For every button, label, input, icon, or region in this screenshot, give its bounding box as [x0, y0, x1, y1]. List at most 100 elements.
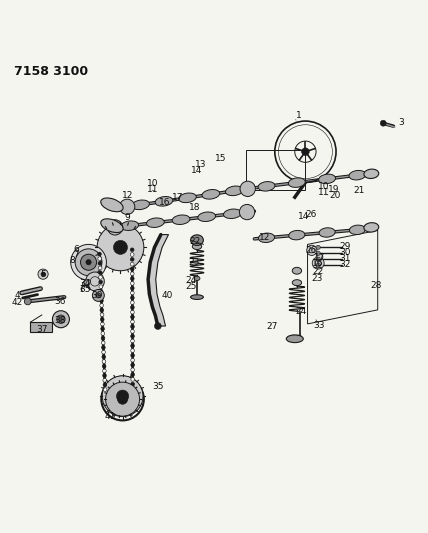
Text: 16: 16: [159, 198, 171, 207]
Circle shape: [102, 369, 106, 373]
Ellipse shape: [364, 223, 379, 232]
Circle shape: [302, 148, 309, 156]
Circle shape: [131, 267, 134, 271]
Text: 15: 15: [214, 154, 226, 163]
Text: 35: 35: [152, 382, 163, 391]
Circle shape: [316, 263, 320, 268]
Circle shape: [98, 262, 102, 265]
Circle shape: [119, 199, 135, 214]
Text: 12: 12: [259, 233, 270, 242]
Text: 42: 42: [12, 298, 23, 307]
Circle shape: [98, 271, 102, 274]
Text: 7: 7: [73, 250, 79, 259]
Text: 27: 27: [267, 322, 278, 332]
Circle shape: [99, 294, 103, 298]
Ellipse shape: [364, 169, 379, 179]
Text: 1: 1: [296, 111, 302, 120]
Text: 26: 26: [305, 210, 317, 219]
Circle shape: [131, 334, 134, 338]
Text: 3: 3: [398, 118, 404, 127]
Circle shape: [100, 318, 104, 321]
Circle shape: [131, 339, 134, 343]
Text: 5: 5: [40, 270, 46, 279]
Ellipse shape: [146, 218, 164, 228]
Circle shape: [98, 257, 101, 261]
Circle shape: [316, 257, 320, 261]
Text: 21: 21: [353, 187, 364, 195]
Circle shape: [41, 272, 45, 276]
Circle shape: [99, 289, 103, 293]
Circle shape: [131, 301, 134, 304]
Ellipse shape: [192, 244, 202, 249]
Text: 22: 22: [312, 267, 324, 276]
Text: 14: 14: [297, 212, 309, 221]
Circle shape: [71, 245, 107, 280]
Ellipse shape: [286, 335, 303, 343]
Text: 8: 8: [69, 256, 75, 264]
Ellipse shape: [101, 198, 123, 212]
Text: 18: 18: [189, 203, 201, 212]
Text: 11: 11: [318, 188, 330, 197]
Circle shape: [100, 299, 103, 303]
Circle shape: [75, 249, 102, 276]
Circle shape: [101, 345, 105, 349]
Circle shape: [80, 254, 97, 270]
Circle shape: [131, 286, 134, 290]
Circle shape: [103, 378, 107, 382]
Circle shape: [96, 293, 101, 298]
Circle shape: [101, 322, 104, 326]
Bar: [246, 150, 306, 190]
Circle shape: [131, 368, 134, 372]
Circle shape: [131, 377, 134, 381]
Bar: [30, 322, 52, 333]
Ellipse shape: [319, 174, 336, 184]
Text: 9: 9: [124, 213, 130, 222]
Circle shape: [100, 303, 104, 308]
Text: 32: 32: [339, 260, 351, 269]
Text: 39: 39: [91, 291, 103, 300]
Circle shape: [131, 325, 134, 328]
Text: 14: 14: [191, 166, 203, 175]
Circle shape: [102, 350, 105, 354]
Text: 16: 16: [312, 259, 324, 268]
Polygon shape: [148, 235, 169, 326]
Ellipse shape: [349, 171, 366, 180]
Circle shape: [316, 254, 323, 261]
Circle shape: [56, 315, 65, 324]
Circle shape: [131, 262, 134, 266]
Circle shape: [316, 251, 320, 255]
Text: 12: 12: [122, 191, 134, 200]
Circle shape: [98, 266, 102, 270]
Text: 17: 17: [314, 253, 325, 262]
Circle shape: [131, 320, 134, 324]
Circle shape: [116, 390, 129, 402]
Text: 38: 38: [54, 317, 66, 326]
Circle shape: [131, 329, 134, 333]
Circle shape: [100, 308, 104, 312]
Circle shape: [131, 349, 134, 352]
Ellipse shape: [349, 225, 366, 235]
Ellipse shape: [155, 197, 173, 206]
Text: 10: 10: [147, 179, 158, 188]
Ellipse shape: [292, 280, 302, 286]
Text: 26: 26: [305, 246, 317, 255]
Circle shape: [107, 220, 123, 235]
Circle shape: [106, 382, 140, 416]
Circle shape: [155, 322, 161, 329]
Ellipse shape: [83, 280, 90, 286]
Circle shape: [239, 205, 255, 220]
Circle shape: [131, 382, 134, 386]
Text: 33: 33: [314, 321, 325, 330]
Circle shape: [131, 272, 134, 276]
Circle shape: [131, 358, 134, 362]
Circle shape: [131, 296, 134, 300]
Circle shape: [131, 373, 134, 376]
Ellipse shape: [259, 233, 275, 243]
Circle shape: [101, 341, 105, 345]
Ellipse shape: [226, 186, 243, 196]
Ellipse shape: [258, 182, 275, 191]
Circle shape: [100, 313, 104, 317]
Circle shape: [130, 253, 134, 256]
Ellipse shape: [202, 190, 220, 199]
Text: 6: 6: [73, 245, 79, 254]
